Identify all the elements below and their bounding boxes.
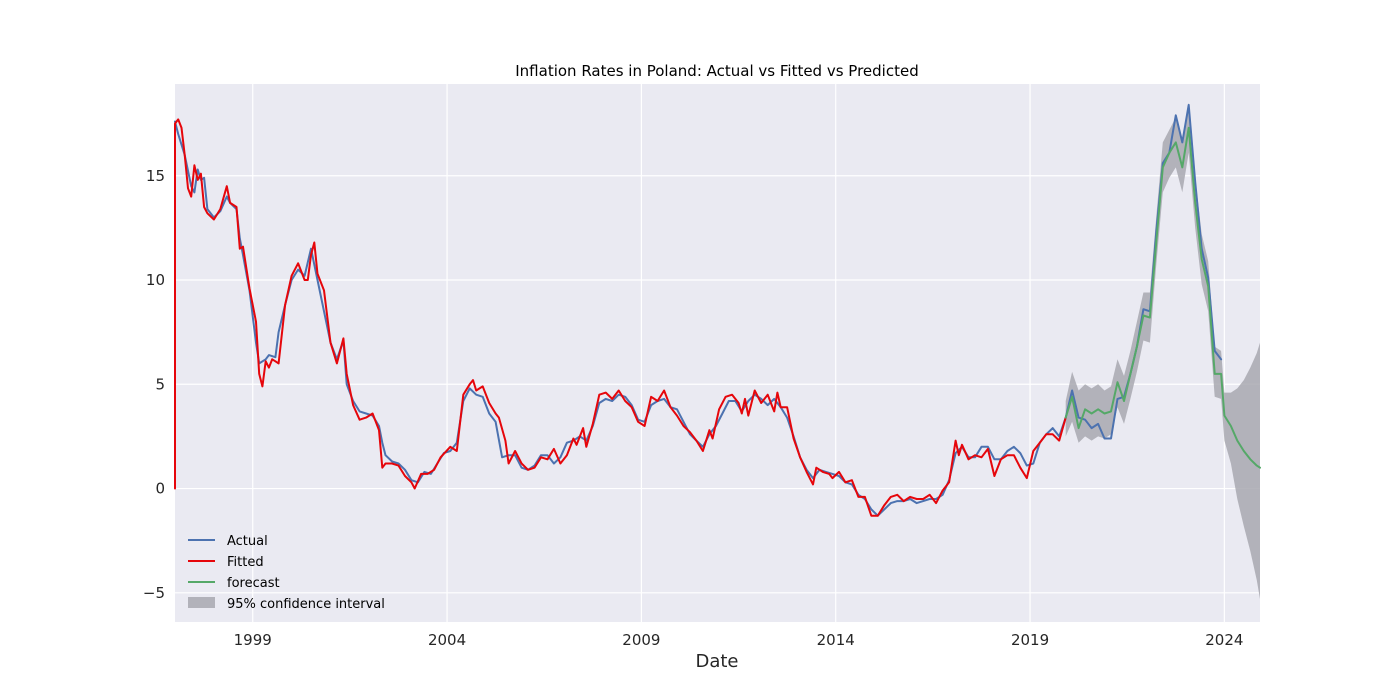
y-tick-label-4: 15 xyxy=(146,167,165,185)
legend: Actual Fitted forecast 95% confidence inter… xyxy=(188,534,385,612)
x-tick-label-2024: 2024 xyxy=(1205,631,1243,649)
y-tick-label-1: 0 xyxy=(155,480,165,498)
legend-label-actual: Actual xyxy=(227,534,268,549)
legend-label-fitted: Fitted xyxy=(227,555,264,570)
x-tick-label-2019: 2019 xyxy=(1011,631,1049,649)
legend-swatch-ci xyxy=(188,597,215,608)
tick-labels: 1999 2004 2009 2014 2019 2024 −5 0 5 10 15 xyxy=(143,167,1244,649)
chart-title: Inflation Rates in Poland: Actual vs Fit… xyxy=(515,62,918,80)
y-tick-label-2: 5 xyxy=(155,375,165,393)
series-layer xyxy=(174,103,1261,517)
y-tick-label-3: 10 xyxy=(146,271,165,289)
y-tick-label-0: −5 xyxy=(143,584,165,602)
x-tick-label-2009: 2009 xyxy=(622,631,660,649)
forecast-series-line xyxy=(1064,126,1261,469)
fitted-series-line xyxy=(174,118,1067,517)
x-axis-title: Date xyxy=(695,651,738,672)
plot-area xyxy=(175,84,1260,622)
x-tick-label-2014: 2014 xyxy=(817,631,855,649)
x-tick-label-1999: 1999 xyxy=(234,631,272,649)
grid xyxy=(175,84,1260,622)
x-tick-label-2004: 2004 xyxy=(428,631,466,649)
legend-label-ci: 95% confidence interval xyxy=(227,597,385,612)
legend-label-forecast: forecast xyxy=(227,576,280,591)
